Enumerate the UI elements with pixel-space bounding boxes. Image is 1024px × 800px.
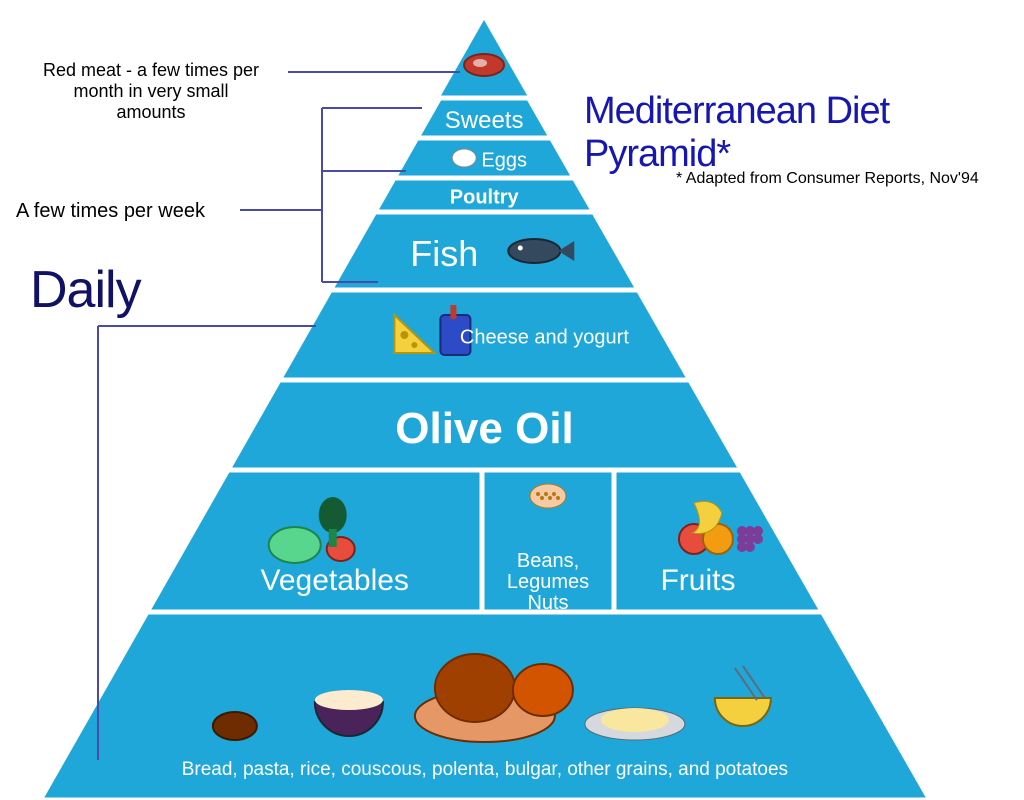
svg-text:Fish: Fish	[410, 233, 478, 274]
annotation-red-meat: Red meat - a few times permonth in very …	[16, 60, 286, 123]
svg-text:Cheese and yogurt: Cheese and yogurt	[460, 326, 629, 348]
svg-text:Bread, pasta, rice, couscous,: Bread, pasta, rice, couscous, polenta, b…	[182, 759, 788, 780]
main-title: Mediterranean Diet Pyramid*	[584, 90, 1024, 176]
annotation-weekly: A few times per week	[16, 200, 240, 223]
svg-text:Vegetables: Vegetables	[260, 564, 408, 597]
svg-text:Olive Oil: Olive Oil	[395, 404, 574, 453]
svg-text:Fruits: Fruits	[660, 564, 735, 597]
svg-text:Poultry: Poultry	[450, 186, 520, 208]
subtitle: * Adapted from Consumer Reports, Nov'94	[676, 170, 979, 188]
stage: Sweets Eggs Poultry Fish Cheese and yogurt Ol…	[0, 0, 1024, 800]
annotation-daily: Daily	[30, 260, 141, 320]
svg-text:Sweets: Sweets	[445, 107, 524, 134]
svg-text:Eggs: Eggs	[481, 149, 527, 171]
